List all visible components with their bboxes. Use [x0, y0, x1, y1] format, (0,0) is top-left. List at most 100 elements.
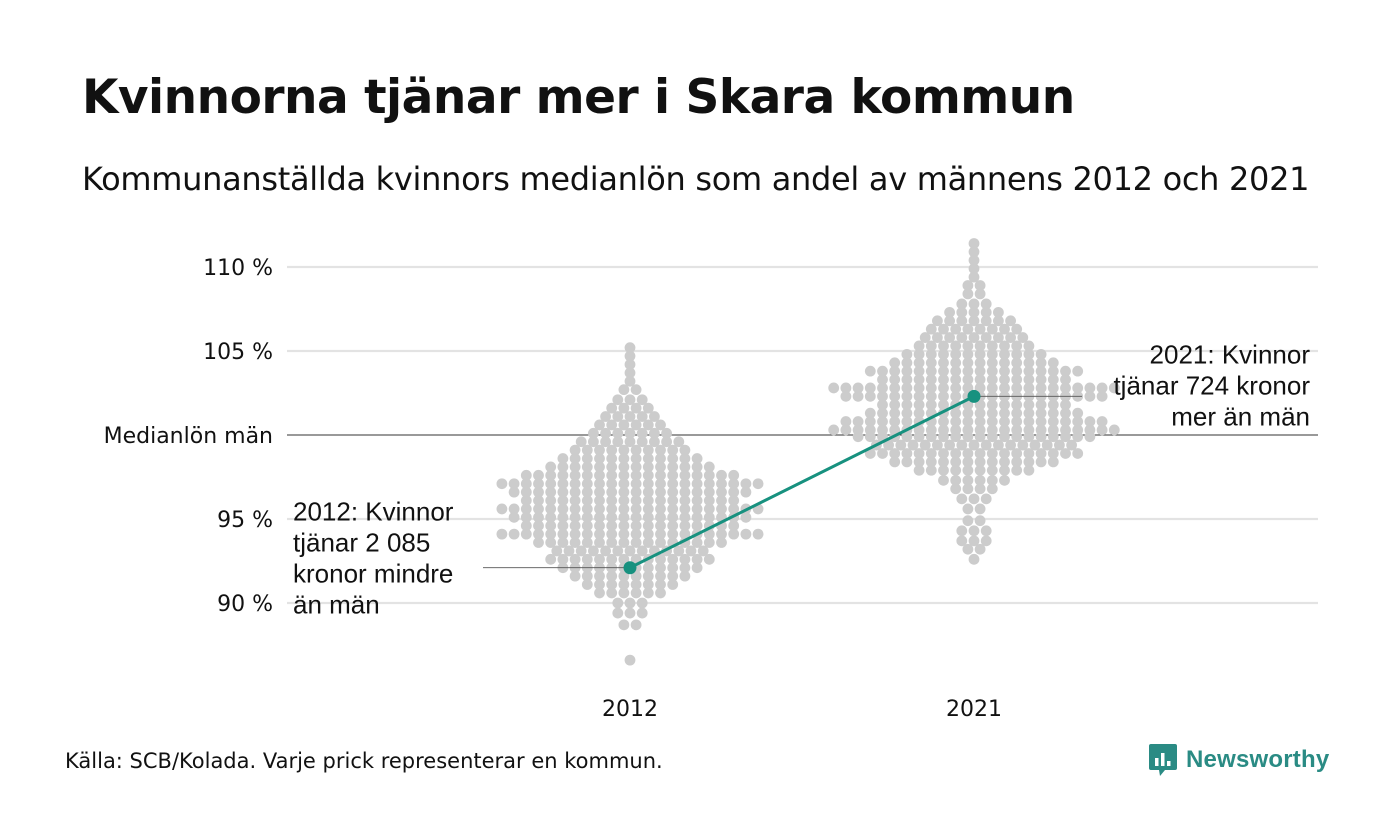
municipality-dot — [962, 543, 974, 555]
municipality-dot — [691, 486, 703, 498]
municipality-dot — [649, 427, 660, 439]
municipality-dot — [740, 486, 752, 498]
highlight-line — [629, 395, 975, 570]
municipality-dot — [1023, 340, 1035, 352]
municipality-dot — [630, 579, 642, 590]
municipality-dot — [1041, 439, 1053, 451]
municipality-dot — [828, 424, 840, 436]
municipality-dot — [581, 444, 593, 456]
municipality-dot — [630, 469, 642, 481]
municipality-dot — [728, 520, 740, 532]
municipality-dot — [618, 453, 630, 464]
municipality-dot — [703, 461, 715, 473]
municipality-dot — [980, 525, 992, 537]
municipality-dot — [901, 348, 913, 360]
municipality-dot — [630, 402, 642, 414]
municipality-dot — [993, 332, 1004, 343]
municipality-dot — [655, 461, 666, 473]
municipality-dot — [545, 495, 557, 506]
municipality-dot — [999, 416, 1010, 427]
municipality-dot — [508, 511, 520, 523]
municipality-dot — [636, 436, 648, 448]
municipality-dot — [691, 478, 703, 490]
municipality-dot — [606, 402, 618, 414]
municipality-dot — [1084, 416, 1096, 427]
municipality-dot — [1096, 390, 1108, 402]
municipality-dot — [925, 323, 937, 335]
municipality-dot — [1035, 407, 1047, 419]
municipality-dot — [974, 424, 986, 436]
municipality-dot — [974, 464, 986, 476]
municipality-dot — [974, 323, 986, 335]
municipality-dot — [581, 520, 593, 532]
municipality-dot — [974, 399, 986, 411]
highlight-point — [623, 561, 637, 575]
municipality-dot — [606, 419, 618, 431]
municipality-dot — [581, 478, 593, 490]
municipality-dot — [1011, 374, 1023, 385]
municipality-dot — [1011, 399, 1023, 411]
municipality-dot — [594, 587, 605, 599]
municipality-dot — [901, 448, 913, 459]
municipality-dot — [864, 390, 876, 402]
municipality-dot — [1060, 407, 1071, 419]
municipality-dot — [594, 444, 605, 456]
municipality-dot — [594, 520, 605, 532]
municipality-dot — [642, 495, 654, 506]
municipality-dot — [1023, 407, 1035, 419]
municipality-dot — [679, 453, 691, 464]
municipality-dot — [962, 288, 974, 300]
municipality-dot — [1023, 374, 1035, 385]
municipality-dot — [925, 348, 937, 360]
municipality-dot — [667, 469, 679, 481]
municipality-dot — [594, 511, 605, 523]
municipality-dot — [667, 503, 679, 515]
municipality-dot — [679, 503, 691, 515]
municipality-dot — [697, 545, 709, 557]
municipality-dot — [624, 359, 636, 370]
municipality-dot — [703, 469, 715, 481]
municipality-dot — [974, 515, 986, 527]
municipality-dot — [962, 348, 974, 360]
y-tick-label: Medianlön män — [104, 424, 273, 449]
municipality-dot — [740, 528, 752, 540]
municipality-dot — [667, 486, 679, 498]
municipality-dot — [533, 511, 544, 523]
municipality-dot — [606, 469, 618, 481]
municipality-dot — [588, 427, 599, 439]
municipality-dot — [655, 503, 666, 515]
municipality-dot — [944, 315, 955, 327]
municipality-dot — [575, 436, 587, 448]
municipality-dot — [877, 374, 888, 385]
municipality-dot — [895, 439, 907, 451]
municipality-dot — [956, 493, 968, 505]
municipality-dot — [679, 469, 691, 481]
municipality-dot — [630, 503, 642, 515]
municipality-dot — [630, 486, 642, 498]
source-caption: Källa: SCB/Kolada. Varje prick represent… — [65, 749, 663, 773]
y-axis-tick-labels: 90 % 95 % Medianlön män 105 % 110 % — [104, 256, 273, 617]
municipality-dot — [624, 350, 636, 362]
municipality-dot — [1023, 399, 1035, 411]
municipality-dot — [938, 340, 949, 352]
municipality-dot — [938, 456, 949, 468]
municipality-dot — [1072, 407, 1084, 419]
municipality-dot — [919, 332, 931, 343]
municipality-dot — [864, 382, 876, 394]
municipality-dot — [581, 528, 593, 540]
municipality-dot — [655, 537, 666, 548]
municipality-dot — [594, 469, 605, 481]
municipality-dot — [606, 537, 618, 548]
municipality-dot — [1035, 424, 1047, 436]
municipality-dot — [925, 399, 937, 411]
municipality-dot — [569, 553, 581, 565]
municipality-dot — [600, 411, 611, 422]
municipality-dot — [1023, 365, 1035, 377]
municipality-dot — [974, 543, 986, 555]
municipality-dot — [618, 486, 630, 498]
municipality-dot — [962, 382, 974, 394]
municipality-dot — [545, 469, 557, 481]
municipality-dot — [980, 315, 992, 327]
municipality-dot — [907, 439, 919, 451]
municipality-dot — [1011, 456, 1023, 468]
